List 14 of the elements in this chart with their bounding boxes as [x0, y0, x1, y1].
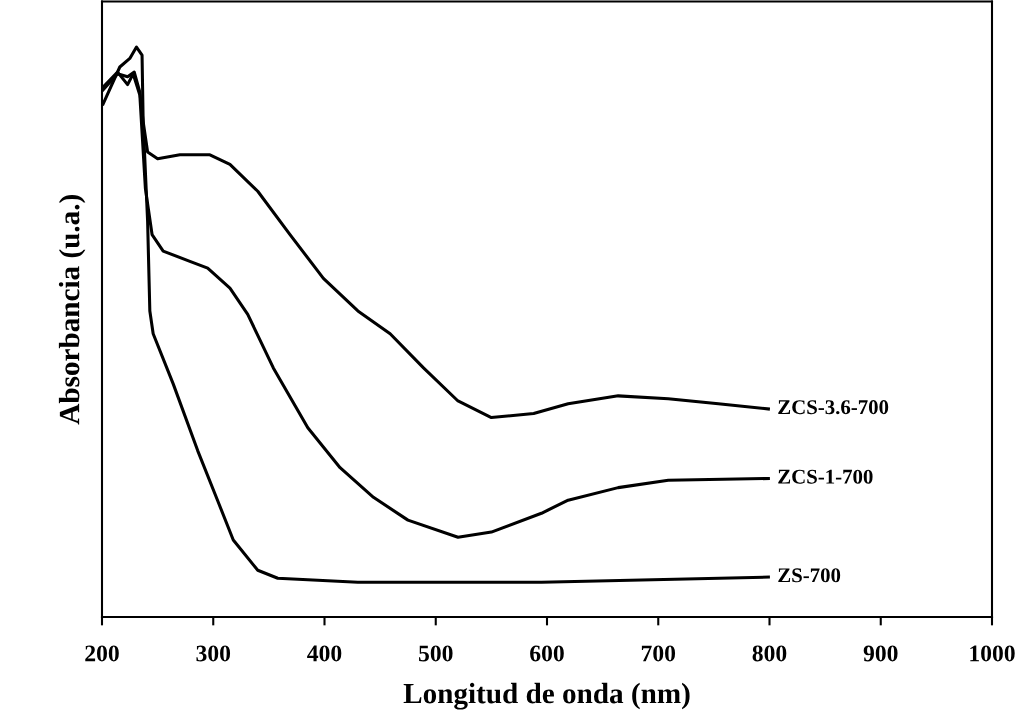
series-label: ZS-700	[778, 568, 841, 583]
y-axis-title: Absorbancia (u.a.)	[58, 195, 86, 425]
x-tick-label: 900	[863, 645, 898, 662]
x-tick-label: 700	[641, 645, 676, 662]
series-label: ZCS-3.6-700	[778, 400, 889, 415]
x-tick-label: 300	[196, 645, 231, 662]
x-axis-title: Longitud de onda (nm)	[403, 682, 690, 710]
series-label: ZCS-1-700	[778, 469, 873, 484]
x-tick-label: 1000	[970, 645, 1015, 662]
x-tick-label: 200	[85, 645, 119, 662]
x-tick-label: 400	[307, 645, 342, 662]
x-tick-label: 500	[418, 645, 453, 662]
x-tick-label: 600	[530, 645, 564, 662]
x-tick-label: 800	[752, 645, 787, 662]
